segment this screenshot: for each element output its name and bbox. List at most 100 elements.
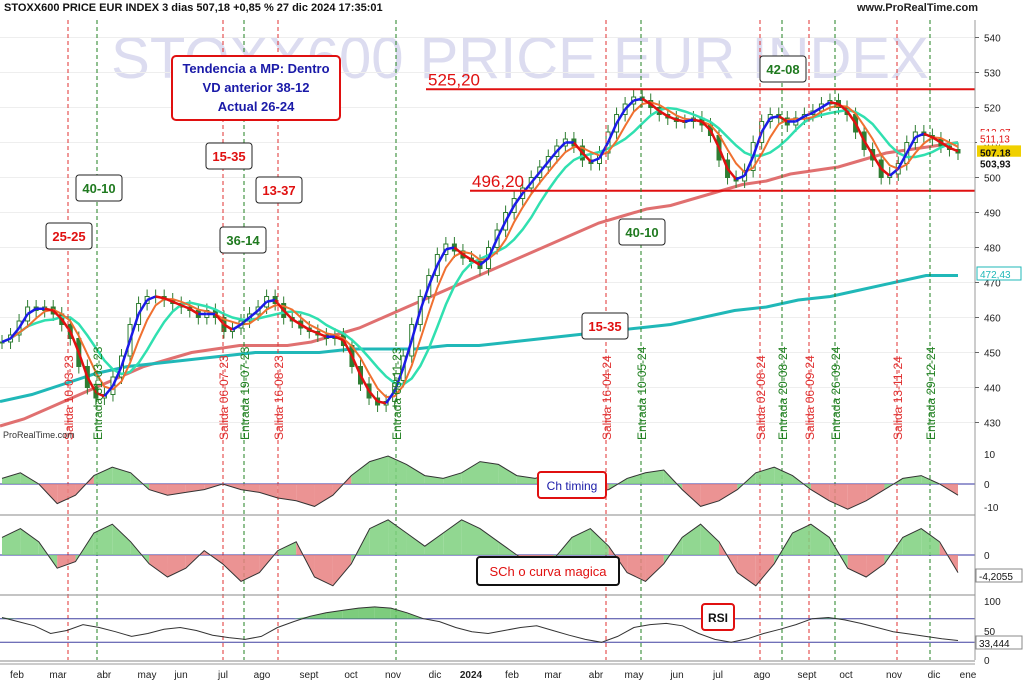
osc-fill — [296, 484, 315, 507]
y-tick-label: 500 — [984, 174, 1001, 185]
score-box-label: 36-14 — [226, 233, 260, 248]
x-tick-label: feb — [10, 670, 24, 681]
osc-fill — [866, 555, 885, 577]
price-tag-label: 472,43 — [980, 270, 1011, 281]
ma-fast-segment — [735, 174, 746, 181]
ma-fast-segment — [453, 246, 464, 256]
osc-fill — [424, 533, 444, 555]
signal-label: Entrada 31-03-23 — [91, 346, 105, 440]
level-label: 525,20 — [428, 70, 480, 89]
level-label: 496,20 — [472, 172, 524, 191]
ma-fast-segment — [1, 337, 12, 344]
osc-line — [1, 455, 959, 510]
ma-fast-segment — [462, 253, 473, 261]
score-box — [581, 312, 629, 340]
ma-fast-segment — [717, 147, 729, 170]
osc-fill — [755, 555, 775, 586]
signal-label: Entrada 10-05-24 — [635, 346, 649, 440]
ma-fast-segment — [709, 129, 721, 149]
ma-fast-segment — [86, 376, 97, 394]
ma-fast-segment — [342, 339, 354, 357]
ma-fast-segment — [530, 171, 541, 184]
osc-fill — [241, 555, 260, 582]
score-box-label: 15-35 — [212, 149, 245, 164]
osc-fill — [57, 555, 76, 569]
ma-fast-segment — [598, 141, 610, 159]
osc-tick-label: 10 — [984, 450, 996, 461]
osc-fill — [369, 519, 389, 555]
osc-tick-label: -10 — [984, 503, 999, 514]
osc-tick-label: 0 — [984, 480, 990, 491]
ma-fast-segment — [350, 355, 362, 376]
ma-fast-segment — [385, 390, 396, 404]
ma-fast-segment — [155, 295, 165, 300]
osc-fill — [682, 524, 701, 555]
ma-fast-segment — [572, 141, 584, 154]
ma-fast-segment — [684, 118, 694, 123]
y-tick-label: 520 — [984, 104, 1001, 115]
price-tag — [976, 266, 1022, 281]
osc-fill — [369, 456, 389, 484]
ma-fast-segment — [863, 140, 874, 156]
ma-fast-segment — [52, 309, 63, 321]
ma-fast-segment — [923, 132, 933, 139]
ma-fast-segment — [846, 110, 857, 124]
osc-fill — [645, 470, 664, 484]
ma-fast-segment — [513, 192, 524, 207]
osc-fill — [93, 467, 113, 484]
ma-fast-segment — [282, 309, 294, 321]
ma-fast-segment — [871, 154, 883, 170]
x-tick-label: nov — [385, 670, 401, 681]
site-link[interactable]: www.ProRealTime.com — [856, 2, 978, 14]
ma-fast-segment — [470, 258, 481, 267]
axes: 540530520510500490480470460450440430513,… — [0, 20, 1022, 681]
osc-fill — [2, 528, 21, 555]
rsi-line — [1, 606, 959, 643]
score-box — [618, 218, 666, 246]
osc-fill — [93, 524, 113, 555]
signal-label: Entrada 20-08-24 — [776, 346, 790, 440]
x-tick-label: jul — [217, 670, 228, 681]
signal-label: Salida 16-08-23 — [272, 355, 286, 440]
osc-fill — [921, 528, 940, 555]
score-box — [759, 55, 807, 83]
signal-label: Entrada 29-12-24 — [924, 346, 938, 440]
ma-fast-segment — [667, 115, 677, 121]
signal-label: Salida 16-04-24 — [600, 355, 614, 440]
ma-fast-segment — [44, 307, 54, 312]
score-box — [75, 174, 123, 202]
price-tag-label: 511,13 — [980, 135, 1010, 146]
ma-fast-segment — [812, 106, 823, 114]
osc-fill — [443, 472, 462, 484]
ma-fast-segment — [410, 310, 422, 341]
rsi-fill — [390, 608, 408, 619]
osc-fill — [222, 555, 241, 582]
x-tick-label: jun — [669, 670, 683, 681]
info-box: Tendencia a MP: Dentro VD anterior 38-12… — [171, 55, 341, 121]
ma-fast-segment — [897, 152, 908, 170]
osc-fill — [847, 555, 867, 577]
x-tick-label: oct — [839, 670, 853, 681]
ma-fast-segment — [26, 307, 37, 316]
osc-fill — [149, 555, 168, 577]
signal-label: Salida 06-09-24 — [803, 355, 817, 440]
ma-fast-segment — [487, 238, 499, 259]
signal-label: Salida 10-03-23 — [62, 355, 76, 440]
ma-fast-segment — [419, 285, 430, 311]
ma-fast-segment — [743, 155, 755, 177]
ma-fast-segment — [693, 118, 703, 123]
ma-fast-segment — [111, 365, 123, 387]
osc-fill — [719, 484, 738, 501]
x-tick-label: mar — [49, 670, 67, 681]
ma-fast-segment — [495, 220, 507, 240]
y-tick-label: 430 — [984, 419, 1001, 430]
sch-label: SCh o curva magica — [489, 564, 607, 579]
osc-fill — [277, 541, 297, 555]
ma-fast-segment — [334, 335, 344, 342]
info-line-3: Actual 26-24 — [218, 99, 295, 114]
ma-fast-segment — [317, 332, 327, 338]
ma-fast-segment — [18, 313, 29, 329]
osc-fill — [866, 484, 885, 501]
ma-fast-segment — [9, 327, 21, 340]
